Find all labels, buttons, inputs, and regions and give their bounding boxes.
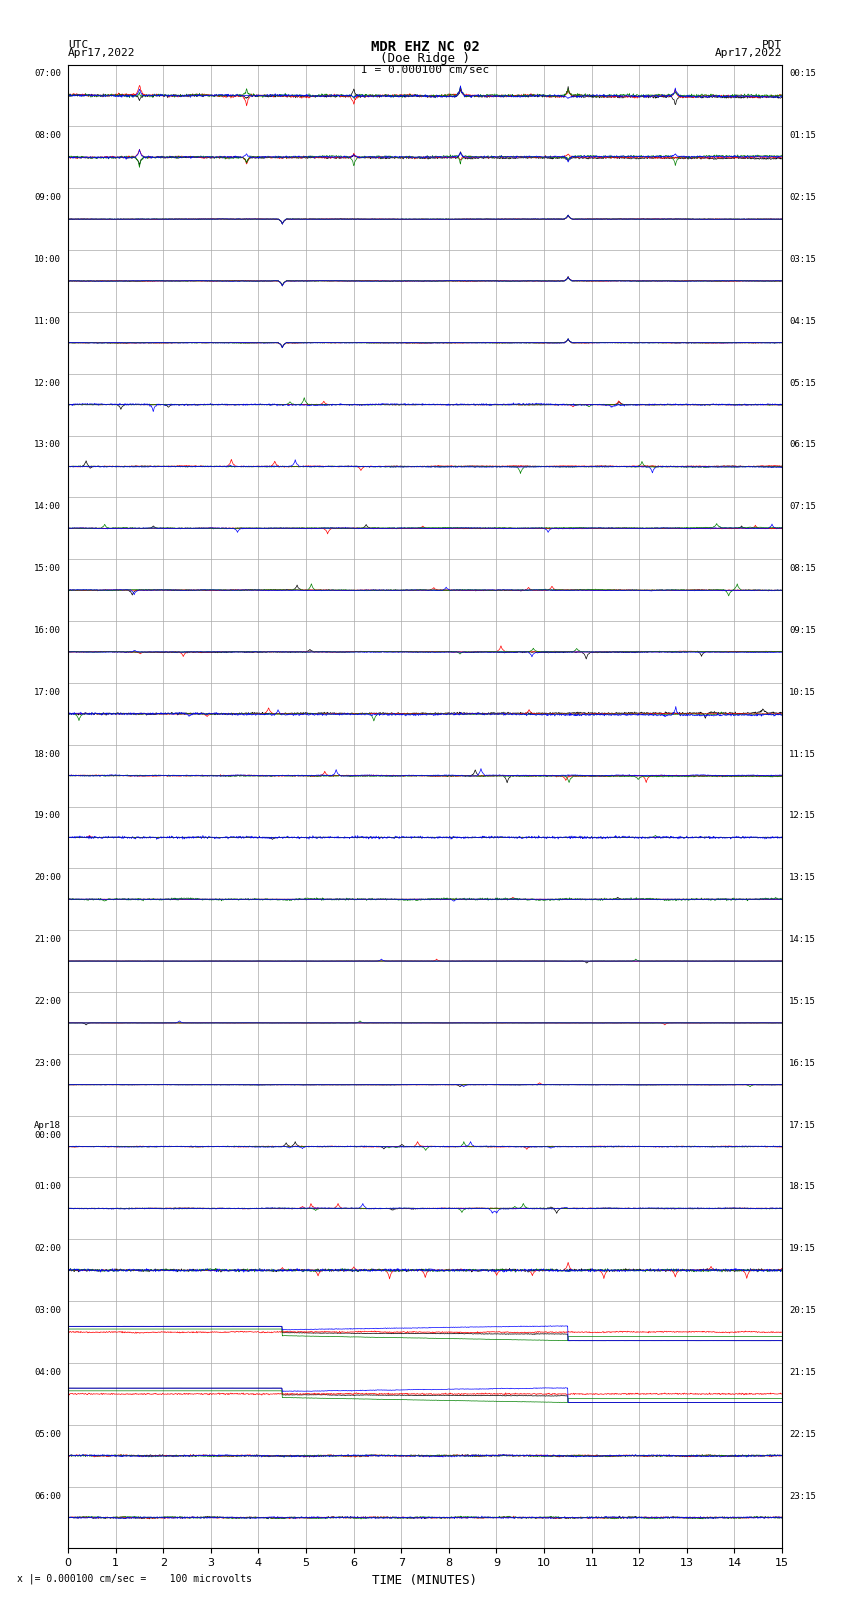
Text: 20:00: 20:00 (34, 873, 61, 882)
Text: Apr18
00:00: Apr18 00:00 (34, 1121, 61, 1140)
Text: 19:00: 19:00 (34, 811, 61, 821)
Text: 17:15: 17:15 (789, 1121, 816, 1129)
Text: 07:15: 07:15 (789, 502, 816, 511)
Text: 01:00: 01:00 (34, 1182, 61, 1192)
Text: 23:00: 23:00 (34, 1058, 61, 1068)
Text: 07:00: 07:00 (34, 69, 61, 79)
Text: 15:00: 15:00 (34, 565, 61, 573)
Text: 21:15: 21:15 (789, 1368, 816, 1378)
Text: 23:15: 23:15 (789, 1492, 816, 1500)
Text: 06:15: 06:15 (789, 440, 816, 450)
Text: 12:00: 12:00 (34, 379, 61, 387)
Text: I = 0.000100 cm/sec: I = 0.000100 cm/sec (361, 65, 489, 74)
Text: 03:15: 03:15 (789, 255, 816, 265)
Text: UTC: UTC (68, 40, 88, 50)
Text: 08:00: 08:00 (34, 131, 61, 140)
Text: PDT: PDT (762, 40, 782, 50)
Text: 14:15: 14:15 (789, 936, 816, 944)
Text: 16:00: 16:00 (34, 626, 61, 636)
Text: 15:15: 15:15 (789, 997, 816, 1007)
X-axis label: TIME (MINUTES): TIME (MINUTES) (372, 1574, 478, 1587)
Text: 21:00: 21:00 (34, 936, 61, 944)
Text: 02:00: 02:00 (34, 1244, 61, 1253)
Text: 06:00: 06:00 (34, 1492, 61, 1500)
Text: 11:00: 11:00 (34, 316, 61, 326)
Text: 10:00: 10:00 (34, 255, 61, 265)
Text: 05:00: 05:00 (34, 1429, 61, 1439)
Text: 14:00: 14:00 (34, 502, 61, 511)
Text: 20:15: 20:15 (789, 1307, 816, 1315)
Text: (Doe Ridge ): (Doe Ridge ) (380, 52, 470, 65)
Text: 01:15: 01:15 (789, 131, 816, 140)
Text: Apr17,2022: Apr17,2022 (715, 48, 782, 58)
Text: 12:15: 12:15 (789, 811, 816, 821)
Text: 19:15: 19:15 (789, 1244, 816, 1253)
Text: 16:15: 16:15 (789, 1058, 816, 1068)
Text: 22:15: 22:15 (789, 1429, 816, 1439)
Text: 09:15: 09:15 (789, 626, 816, 636)
Text: 04:00: 04:00 (34, 1368, 61, 1378)
Text: MDR EHZ NC 02: MDR EHZ NC 02 (371, 40, 479, 55)
Text: 03:00: 03:00 (34, 1307, 61, 1315)
Text: 09:00: 09:00 (34, 194, 61, 202)
Text: 04:15: 04:15 (789, 316, 816, 326)
Text: 08:15: 08:15 (789, 565, 816, 573)
Text: 13:00: 13:00 (34, 440, 61, 450)
Text: 13:15: 13:15 (789, 873, 816, 882)
Text: 17:00: 17:00 (34, 687, 61, 697)
Text: 18:00: 18:00 (34, 750, 61, 758)
Text: 10:15: 10:15 (789, 687, 816, 697)
Text: Apr17,2022: Apr17,2022 (68, 48, 135, 58)
Text: 00:15: 00:15 (789, 69, 816, 79)
Text: x |= 0.000100 cm/sec =    100 microvolts: x |= 0.000100 cm/sec = 100 microvolts (17, 1573, 252, 1584)
Text: 22:00: 22:00 (34, 997, 61, 1007)
Text: 05:15: 05:15 (789, 379, 816, 387)
Text: 18:15: 18:15 (789, 1182, 816, 1192)
Text: 02:15: 02:15 (789, 194, 816, 202)
Text: 11:15: 11:15 (789, 750, 816, 758)
